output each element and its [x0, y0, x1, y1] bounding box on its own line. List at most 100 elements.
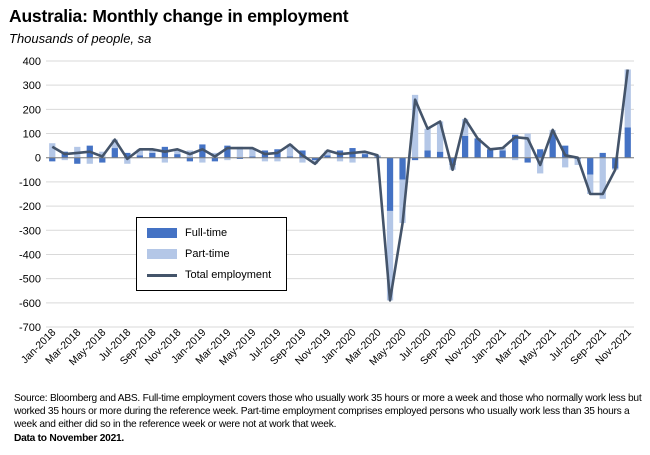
bar-part-time — [524, 133, 531, 158]
bar-part-time — [624, 69, 631, 128]
bar-part-time — [111, 139, 118, 149]
bar-full-time — [211, 157, 219, 162]
bar-full-time — [99, 157, 106, 163]
bar-full-time — [449, 157, 456, 165]
y-tick-label: -700 — [19, 322, 41, 334]
bar-full-time — [236, 157, 244, 159]
bar-part-time — [49, 143, 56, 158]
bar-full-time — [199, 144, 206, 158]
bar-full-time — [224, 145, 231, 158]
bar-full-time — [74, 157, 81, 164]
bar-part-time — [587, 174, 594, 194]
legend-item-total: Total employment — [147, 267, 271, 283]
bar-full-time — [149, 152, 156, 158]
chart-title: Australia: Monthly change in employment — [9, 6, 349, 26]
bar-part-time — [249, 148, 256, 157]
bar-full-time — [499, 150, 506, 158]
bar-full-time — [324, 155, 331, 158]
legend-label-part-time: Part-time — [185, 248, 230, 260]
legend-item-part-time: Part-time — [147, 246, 230, 262]
bar-part-time — [386, 210, 394, 301]
data-to-text: Data to November 2021. — [14, 432, 125, 444]
bar-full-time — [562, 145, 569, 158]
bar-part-time — [562, 157, 569, 168]
y-tick-label: -600 — [19, 298, 41, 310]
bar-full-time — [136, 155, 143, 158]
bar-full-time — [512, 134, 519, 158]
bar-full-time — [399, 157, 406, 180]
bar-part-time — [174, 149, 181, 155]
bar-part-time — [236, 146, 244, 158]
y-tick-label: 200 — [23, 104, 41, 116]
bar-full-time — [424, 150, 431, 158]
chart-subtitle: Thousands of people, sa — [9, 31, 152, 46]
bar-part-time — [436, 121, 444, 152]
legend-line-total — [147, 273, 177, 277]
employment-chart: -700 -600 -500 -400 -300 -200 -100 0 100 200 300 40… — [19, 56, 634, 369]
y-tick-label: 100 — [23, 129, 41, 141]
bar-part-time — [149, 149, 156, 153]
bar-full-time — [361, 154, 369, 158]
y-axis: -700 -600 -500 -400 -300 -200 -100 0 100 200 300 40… — [19, 56, 41, 334]
x-axis: Jan-2018Mar-2018May-2018Jul-2018Sep-2018… — [19, 327, 634, 369]
bar-full-time — [411, 157, 419, 161]
bar-part-time — [61, 157, 68, 161]
total-line — [51, 69, 629, 302]
bar-part-time — [274, 157, 281, 162]
bar-part-time — [136, 149, 143, 156]
bar-full-time — [587, 157, 594, 175]
y-tick-label: -200 — [19, 201, 41, 213]
bar-part-time — [349, 157, 356, 163]
bar-part-time — [336, 157, 344, 162]
legend-item-full-time: Full-time — [147, 225, 227, 241]
bar-part-time — [324, 150, 331, 156]
bar-part-time — [424, 128, 431, 151]
bar-full-time — [537, 149, 544, 158]
bar-part-time — [599, 157, 606, 199]
bar-part-time — [224, 157, 231, 161]
bar-full-time — [461, 135, 469, 158]
bar-full-time — [311, 157, 319, 161]
legend-label-total: Total employment — [185, 269, 272, 281]
legend-swatch-full-time — [147, 228, 177, 238]
bar-part-time — [261, 157, 269, 162]
y-tick-label: -100 — [19, 177, 41, 189]
bar-full-time — [549, 133, 556, 158]
total-employment-line — [51, 69, 629, 302]
y-tick-label: 0 — [35, 153, 41, 165]
bar-part-time — [161, 157, 168, 163]
bar-part-time — [411, 94, 419, 158]
bar-full-time — [286, 156, 294, 158]
bar-part-time — [512, 157, 519, 161]
y-tick-label: -400 — [19, 249, 41, 261]
bar-full-time — [524, 157, 531, 163]
bar-full-time — [624, 127, 631, 158]
bar-part-time — [286, 144, 294, 157]
bar-part-time — [574, 158, 581, 165]
y-tick-label: 300 — [23, 80, 41, 92]
legend: Full-time Part-time Total employment — [136, 217, 287, 291]
bar-part-time — [461, 119, 469, 136]
bar-full-time — [186, 157, 193, 162]
bar-full-time — [474, 138, 481, 158]
bar-part-time — [86, 157, 93, 164]
legend-swatch-part-time — [147, 249, 177, 259]
bar-full-time — [124, 152, 131, 158]
bar-full-time — [49, 157, 56, 162]
y-tick-label: -300 — [19, 225, 41, 237]
bar-full-time — [249, 156, 256, 158]
source-text: Source: Bloomberg and ABS. Full-time emp… — [14, 393, 642, 431]
bar-full-time — [174, 154, 181, 158]
bar-part-time — [399, 179, 406, 224]
legend-label-full-time: Full-time — [185, 227, 228, 239]
bar-part-time — [299, 157, 306, 163]
y-tick-label: 400 — [23, 56, 41, 68]
bar-full-time — [487, 149, 494, 158]
bar-full-time — [386, 157, 394, 211]
y-tick-label: -500 — [19, 274, 41, 286]
bar-full-time — [436, 151, 444, 158]
bar-part-time — [124, 157, 131, 164]
bar-full-time — [111, 148, 118, 158]
bar-part-time — [199, 157, 206, 163]
source-note: Source: Bloomberg and ABS. Full-time emp… — [14, 392, 644, 445]
